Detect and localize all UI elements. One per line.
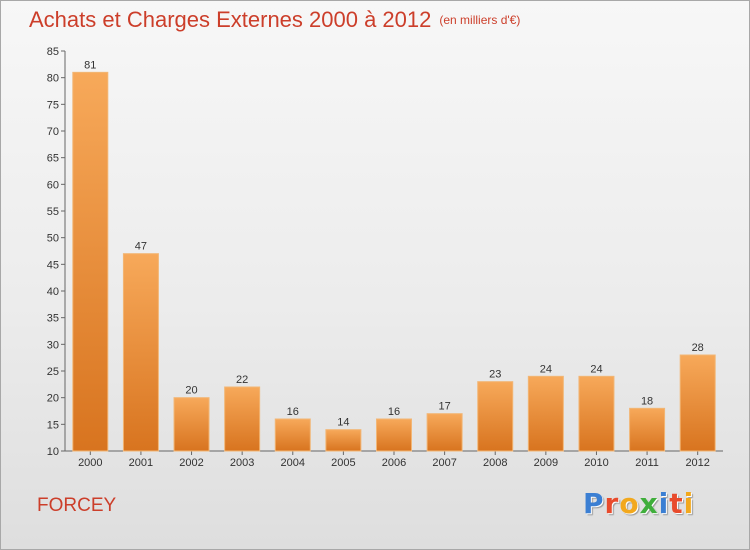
bar xyxy=(224,386,261,452)
y-tick-label: 55 xyxy=(47,206,59,218)
bar-value-label: 17 xyxy=(438,401,450,413)
bar xyxy=(578,375,615,452)
bar xyxy=(72,71,109,452)
y-axis: 10 15 20 25 30 35 40 45 50 55 60 65 70 75 80 85 xyxy=(47,46,66,458)
chart-title: Achats et Charges Externes 2000 à 2012 (e… xyxy=(29,7,520,33)
y-tick-label: 30 xyxy=(47,339,59,351)
logo-letter: P xyxy=(583,487,605,520)
bar xyxy=(376,418,412,452)
y-tick-label: 80 xyxy=(47,73,59,85)
y-tick-label: 70 xyxy=(47,126,59,138)
x-tick-label: 2012 xyxy=(685,457,709,469)
y-tick-label: 25 xyxy=(47,366,59,378)
x-tick-label: 2010 xyxy=(584,457,608,469)
x-axis: 2000 2001 2002 2003 2004 2005 2006 2007 2008 2009… xyxy=(65,450,723,469)
x-tick-label: 2001 xyxy=(129,457,153,469)
logo-letter: x xyxy=(639,487,659,520)
logo-letter: t xyxy=(669,487,684,520)
chart-unit: (en milliers d'€) xyxy=(439,13,521,27)
bar xyxy=(629,407,666,452)
bar xyxy=(527,375,564,452)
y-tick-label: 45 xyxy=(47,259,59,271)
y-tick-label: 20 xyxy=(47,393,59,405)
data-labels: 81 47 20 22 16 14 16 17 23 24 24 18 28 xyxy=(84,59,704,428)
bar-value-label: 23 xyxy=(489,369,501,381)
bar-value-label: 22 xyxy=(236,374,248,386)
bar-value-label: 14 xyxy=(337,417,349,429)
x-tick-label: 2005 xyxy=(331,457,355,469)
bar-value-label: 20 xyxy=(185,385,197,397)
x-tick-label: 2000 xyxy=(78,457,102,469)
x-tick-label: 2003 xyxy=(230,457,254,469)
bar-value-label: 16 xyxy=(287,406,299,418)
logo-letter: i xyxy=(683,487,695,520)
bar-value-label: 18 xyxy=(641,395,653,407)
logo-letter: o xyxy=(619,487,640,520)
commune-name: FORCEY xyxy=(37,495,117,516)
y-tick-label: 60 xyxy=(47,179,59,191)
y-tick-label: 35 xyxy=(47,313,59,325)
bar-value-label: 47 xyxy=(135,241,147,253)
bar xyxy=(173,397,210,452)
y-tick-label: 40 xyxy=(47,286,59,298)
x-tick-label: 2008 xyxy=(483,457,507,469)
bar xyxy=(122,253,159,452)
bar-value-label: 24 xyxy=(590,363,602,375)
x-tick-label: 2006 xyxy=(382,457,406,469)
y-tick-label: 65 xyxy=(47,153,59,165)
y-tick-label: 10 xyxy=(47,446,59,458)
y-tick-label: 15 xyxy=(47,419,59,431)
chart-title-text: Achats et Charges Externes 2000 à 2012 xyxy=(29,7,432,32)
x-tick-label: 2004 xyxy=(281,457,305,469)
bar-value-label: 16 xyxy=(388,406,400,418)
bar xyxy=(325,429,362,452)
bar-value-label: 28 xyxy=(692,342,704,354)
x-tick-label: 2002 xyxy=(179,457,203,469)
bar-value-label: 24 xyxy=(540,363,552,375)
bars xyxy=(72,71,716,452)
x-tick-label: 2011 xyxy=(635,457,659,469)
x-tick-label: 2007 xyxy=(432,457,456,469)
bar xyxy=(679,354,716,452)
y-tick-label: 75 xyxy=(47,99,59,111)
bar xyxy=(274,418,311,452)
x-tick-label: 2009 xyxy=(534,457,558,469)
logo-letter: r xyxy=(604,487,620,520)
bar-value-label: 81 xyxy=(84,59,96,71)
logo-letter: i xyxy=(658,487,670,520)
bar xyxy=(426,413,463,452)
bar xyxy=(477,381,514,452)
y-tick-label: 50 xyxy=(47,233,59,245)
y-tick-label: 85 xyxy=(47,46,59,58)
proxiti-logo: Proxiti xyxy=(583,487,694,520)
